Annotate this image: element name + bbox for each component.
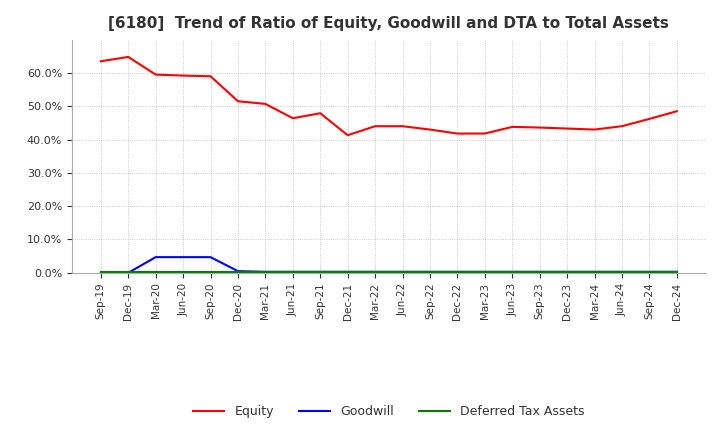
- Deferred Tax Assets: [453, 269, 462, 275]
- Goodwill: [508, 269, 516, 275]
- Equity: [508, 124, 516, 129]
- Deferred Tax Assets: [563, 269, 572, 275]
- Deferred Tax Assets: [179, 269, 187, 275]
- Deferred Tax Assets: [508, 269, 516, 275]
- Equity: [480, 131, 489, 136]
- Deferred Tax Assets: [426, 269, 434, 275]
- Goodwill: [618, 269, 626, 275]
- Deferred Tax Assets: [590, 269, 599, 275]
- Goodwill: [672, 269, 681, 275]
- Deferred Tax Assets: [124, 269, 132, 275]
- Goodwill: [96, 270, 105, 275]
- Goodwill: [316, 269, 325, 275]
- Goodwill: [206, 254, 215, 260]
- Deferred Tax Assets: [398, 269, 407, 275]
- Goodwill: [590, 269, 599, 275]
- Deferred Tax Assets: [233, 269, 242, 275]
- Deferred Tax Assets: [371, 269, 379, 275]
- Line: Goodwill: Goodwill: [101, 257, 677, 273]
- Goodwill: [233, 268, 242, 274]
- Equity: [398, 124, 407, 129]
- Equity: [426, 127, 434, 132]
- Equity: [289, 116, 297, 121]
- Equity: [590, 127, 599, 132]
- Deferred Tax Assets: [672, 269, 681, 275]
- Equity: [536, 125, 544, 130]
- Equity: [563, 126, 572, 131]
- Equity: [206, 73, 215, 79]
- Equity: [645, 116, 654, 121]
- Equity: [151, 72, 160, 77]
- Title: [6180]  Trend of Ratio of Equity, Goodwill and DTA to Total Assets: [6180] Trend of Ratio of Equity, Goodwil…: [109, 16, 669, 32]
- Equity: [343, 132, 352, 138]
- Deferred Tax Assets: [618, 269, 626, 275]
- Equity: [179, 73, 187, 78]
- Equity: [316, 110, 325, 116]
- Goodwill: [343, 269, 352, 275]
- Equity: [124, 54, 132, 59]
- Equity: [233, 99, 242, 104]
- Deferred Tax Assets: [96, 269, 105, 275]
- Goodwill: [124, 270, 132, 275]
- Goodwill: [371, 269, 379, 275]
- Goodwill: [480, 269, 489, 275]
- Equity: [672, 109, 681, 114]
- Equity: [618, 124, 626, 129]
- Deferred Tax Assets: [536, 269, 544, 275]
- Deferred Tax Assets: [316, 269, 325, 275]
- Deferred Tax Assets: [206, 269, 215, 275]
- Line: Equity: Equity: [101, 57, 677, 135]
- Goodwill: [426, 269, 434, 275]
- Equity: [371, 124, 379, 129]
- Goodwill: [261, 269, 270, 275]
- Goodwill: [453, 269, 462, 275]
- Deferred Tax Assets: [289, 269, 297, 275]
- Equity: [261, 101, 270, 106]
- Deferred Tax Assets: [261, 269, 270, 275]
- Equity: [453, 131, 462, 136]
- Legend: Equity, Goodwill, Deferred Tax Assets: Equity, Goodwill, Deferred Tax Assets: [188, 400, 590, 423]
- Deferred Tax Assets: [343, 269, 352, 275]
- Goodwill: [563, 269, 572, 275]
- Goodwill: [398, 269, 407, 275]
- Equity: [96, 59, 105, 64]
- Deferred Tax Assets: [151, 269, 160, 275]
- Goodwill: [179, 254, 187, 260]
- Goodwill: [536, 269, 544, 275]
- Goodwill: [289, 269, 297, 275]
- Deferred Tax Assets: [645, 269, 654, 275]
- Deferred Tax Assets: [480, 269, 489, 275]
- Goodwill: [645, 269, 654, 275]
- Goodwill: [151, 254, 160, 260]
